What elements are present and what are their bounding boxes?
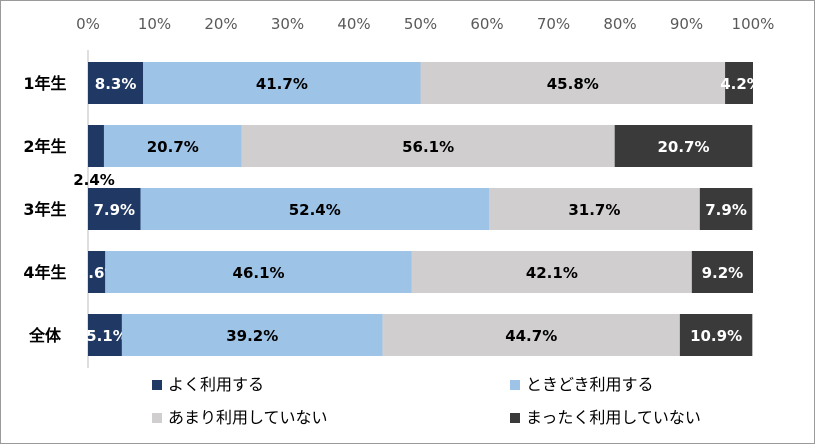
legend-label: ときどき利用する [526, 375, 654, 394]
x-tick-label: 80% [603, 15, 636, 33]
legend-label: よく利用する [168, 375, 264, 394]
data-label: 46.1% [233, 264, 285, 282]
data-label: 39.2% [226, 327, 278, 345]
bar-segment [105, 251, 412, 293]
bar-segment [411, 251, 692, 293]
x-tick-label: 70% [537, 15, 570, 33]
data-label: 20.7% [657, 138, 709, 156]
bar-segment [241, 125, 615, 167]
category-label: 4年生 [23, 263, 66, 282]
legend-swatch [152, 413, 162, 423]
bar-segment [88, 125, 104, 167]
data-label: 44.7% [505, 327, 557, 345]
x-tick-label: 30% [271, 15, 304, 33]
data-label: 42.1% [526, 264, 578, 282]
bar-segment [382, 314, 680, 356]
data-label: 7.9% [705, 201, 747, 219]
x-tick-label: 40% [337, 15, 370, 33]
data-label: 56.1% [402, 138, 454, 156]
x-axis-ticks: 0% 10% 20% 30% 40% 50% 60% 70% 80% 90% 100% [76, 15, 774, 33]
bar-segment [143, 62, 421, 104]
legend-label: まったく利用していない [526, 408, 701, 427]
category-label: 1年生 [23, 74, 66, 93]
bar-segment [103, 125, 242, 167]
bar-segment [140, 188, 489, 230]
x-tick-label: 0% [76, 15, 100, 33]
x-tick-label: 90% [670, 15, 703, 33]
data-label: 5.1% [86, 327, 128, 345]
x-tick-label: 20% [204, 15, 237, 33]
bar-segment [420, 62, 726, 104]
x-tick-label: 10% [138, 15, 171, 33]
data-label: 2.4% [73, 171, 115, 189]
data-label: 20.7% [147, 138, 199, 156]
bar-segment [725, 62, 753, 104]
bar-segment [88, 314, 122, 356]
category-label: 2年生 [23, 137, 66, 156]
bar-segment [88, 251, 106, 293]
legend-swatch [152, 380, 162, 390]
legend-label: あまり利用していない [168, 408, 328, 427]
data-label: 41.7% [256, 75, 308, 93]
bar-segment [121, 314, 383, 356]
data-label: 9.2% [702, 264, 744, 282]
category-label: 3年生 [23, 200, 66, 219]
data-label: 4.2% [720, 75, 762, 93]
legend-swatch [510, 380, 520, 390]
x-tick-label: 100% [732, 15, 775, 33]
legend-swatch [510, 413, 520, 423]
bar-segment [88, 62, 144, 104]
data-label: 52.4% [289, 201, 341, 219]
data-label: 45.8% [547, 75, 599, 93]
category-label: 全体 [28, 326, 62, 345]
bar-segment [699, 188, 753, 230]
data-label: 10.9% [690, 327, 742, 345]
data-label: 8.3% [95, 75, 137, 93]
bar-segment [614, 125, 753, 167]
bar-segment [88, 188, 141, 230]
data-label: 7.9% [93, 201, 135, 219]
bar-segment [679, 314, 753, 356]
bar-segment [488, 188, 700, 230]
x-tick-label: 50% [404, 15, 437, 33]
x-tick-label: 60% [470, 15, 503, 33]
data-label: 31.7% [568, 201, 620, 219]
bar-segment [691, 251, 753, 293]
